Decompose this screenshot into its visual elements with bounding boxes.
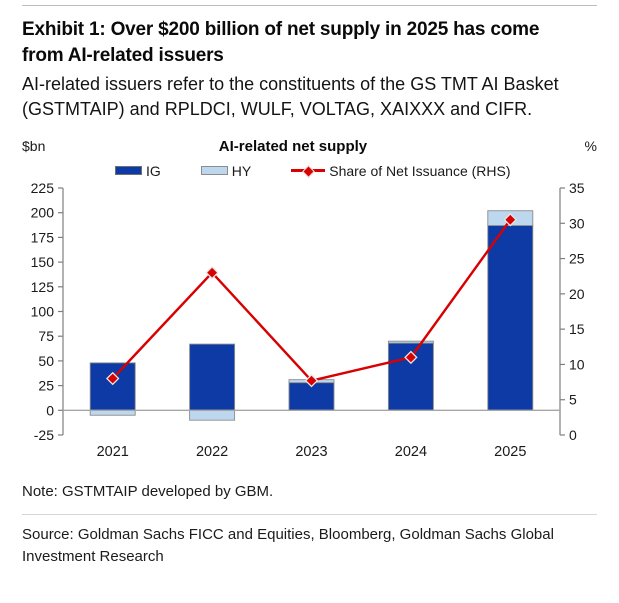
right-axis-tick-label: 0 xyxy=(569,427,577,443)
bar-hy xyxy=(387,340,434,344)
source-text: Source: Goldman Sachs FICC and Equities,… xyxy=(22,525,554,565)
right-axis-tick-label: 25 xyxy=(569,250,585,266)
chart-plot: -250255075100125150175200225051015202530… xyxy=(31,180,585,460)
chart-title: AI-related net supply xyxy=(218,137,368,155)
right-axis-tick-label: 20 xyxy=(569,286,585,302)
right-axis-tick-label: 10 xyxy=(569,356,585,372)
share-marker xyxy=(105,371,120,386)
legend-label-share: Share of Net Issuance (RHS) xyxy=(329,162,511,179)
left-axis-unit-label: $bn xyxy=(22,137,46,154)
top-divider xyxy=(22,5,597,6)
legend-item-share: Share of Net Issuance (RHS) xyxy=(291,162,511,179)
left-axis-tick-label: 150 xyxy=(31,254,55,270)
share-marker xyxy=(404,350,418,364)
left-axis-tick-label: 75 xyxy=(38,328,54,344)
right-axis-unit-label: % xyxy=(584,137,597,154)
x-axis-label: 2025 xyxy=(494,444,526,460)
exhibit-title: Exhibit 1: Over $200 billion of net supp… xyxy=(22,19,540,66)
left-axis-tick-label: 175 xyxy=(31,229,55,245)
ig-swatch-icon xyxy=(115,166,142,176)
share-line xyxy=(111,218,512,382)
right-axis-tick-label: 35 xyxy=(569,180,585,196)
left-axis-tick-label: 0 xyxy=(46,402,54,418)
exhibit-subtitle: AI-related issuers refer to the constitu… xyxy=(22,73,559,120)
x-axis-label: 2024 xyxy=(395,444,427,460)
chart-header: $bn AI-related net supply % xyxy=(22,138,597,155)
left-axis-tick-label: 25 xyxy=(38,377,54,393)
left-axis-tick-label: 50 xyxy=(38,353,54,369)
note-text: Note: GSTMTAIP developed by GBM. xyxy=(22,482,274,500)
left-axis-tick-label: 225 xyxy=(31,180,55,196)
x-axis-label: 2022 xyxy=(196,444,228,460)
chart: $bn AI-related net supply % IG HY Share … xyxy=(22,138,597,467)
page: Exhibit 1: Over $200 billion of net supp… xyxy=(0,5,619,567)
chart-legend: IG HY Share of Net Issuance (RHS) xyxy=(22,163,597,179)
share-marker xyxy=(503,212,518,227)
share-marker xyxy=(304,373,319,388)
left-axis-tick-label: 125 xyxy=(31,279,55,295)
hy-swatch-icon xyxy=(200,166,228,176)
bar-hy xyxy=(189,409,236,421)
source-divider xyxy=(22,513,597,515)
left-axis-tick-label: 200 xyxy=(31,204,55,220)
x-axis-label: 2023 xyxy=(295,444,327,460)
right-axis-tick-label: 15 xyxy=(569,321,585,337)
bar-ig xyxy=(89,362,136,411)
left-axis-tick-label: 100 xyxy=(31,303,55,319)
legend-label-hy: HY xyxy=(231,162,252,179)
bar-ig xyxy=(487,224,534,411)
right-axis-tick-label: 5 xyxy=(569,391,577,407)
legend-label-ig: IG xyxy=(146,162,161,179)
bar-hy xyxy=(89,409,136,416)
share-marker xyxy=(205,265,219,280)
legend-item-hy: HY xyxy=(200,162,252,179)
x-axis-label: 2021 xyxy=(97,444,129,460)
line-diamond-marker-icon xyxy=(291,164,326,178)
bar-ig xyxy=(189,343,236,411)
right-axis-tick-label: 30 xyxy=(569,215,585,231)
left-axis-tick-label: -25 xyxy=(34,427,54,443)
legend-item-ig: IG xyxy=(115,163,161,179)
